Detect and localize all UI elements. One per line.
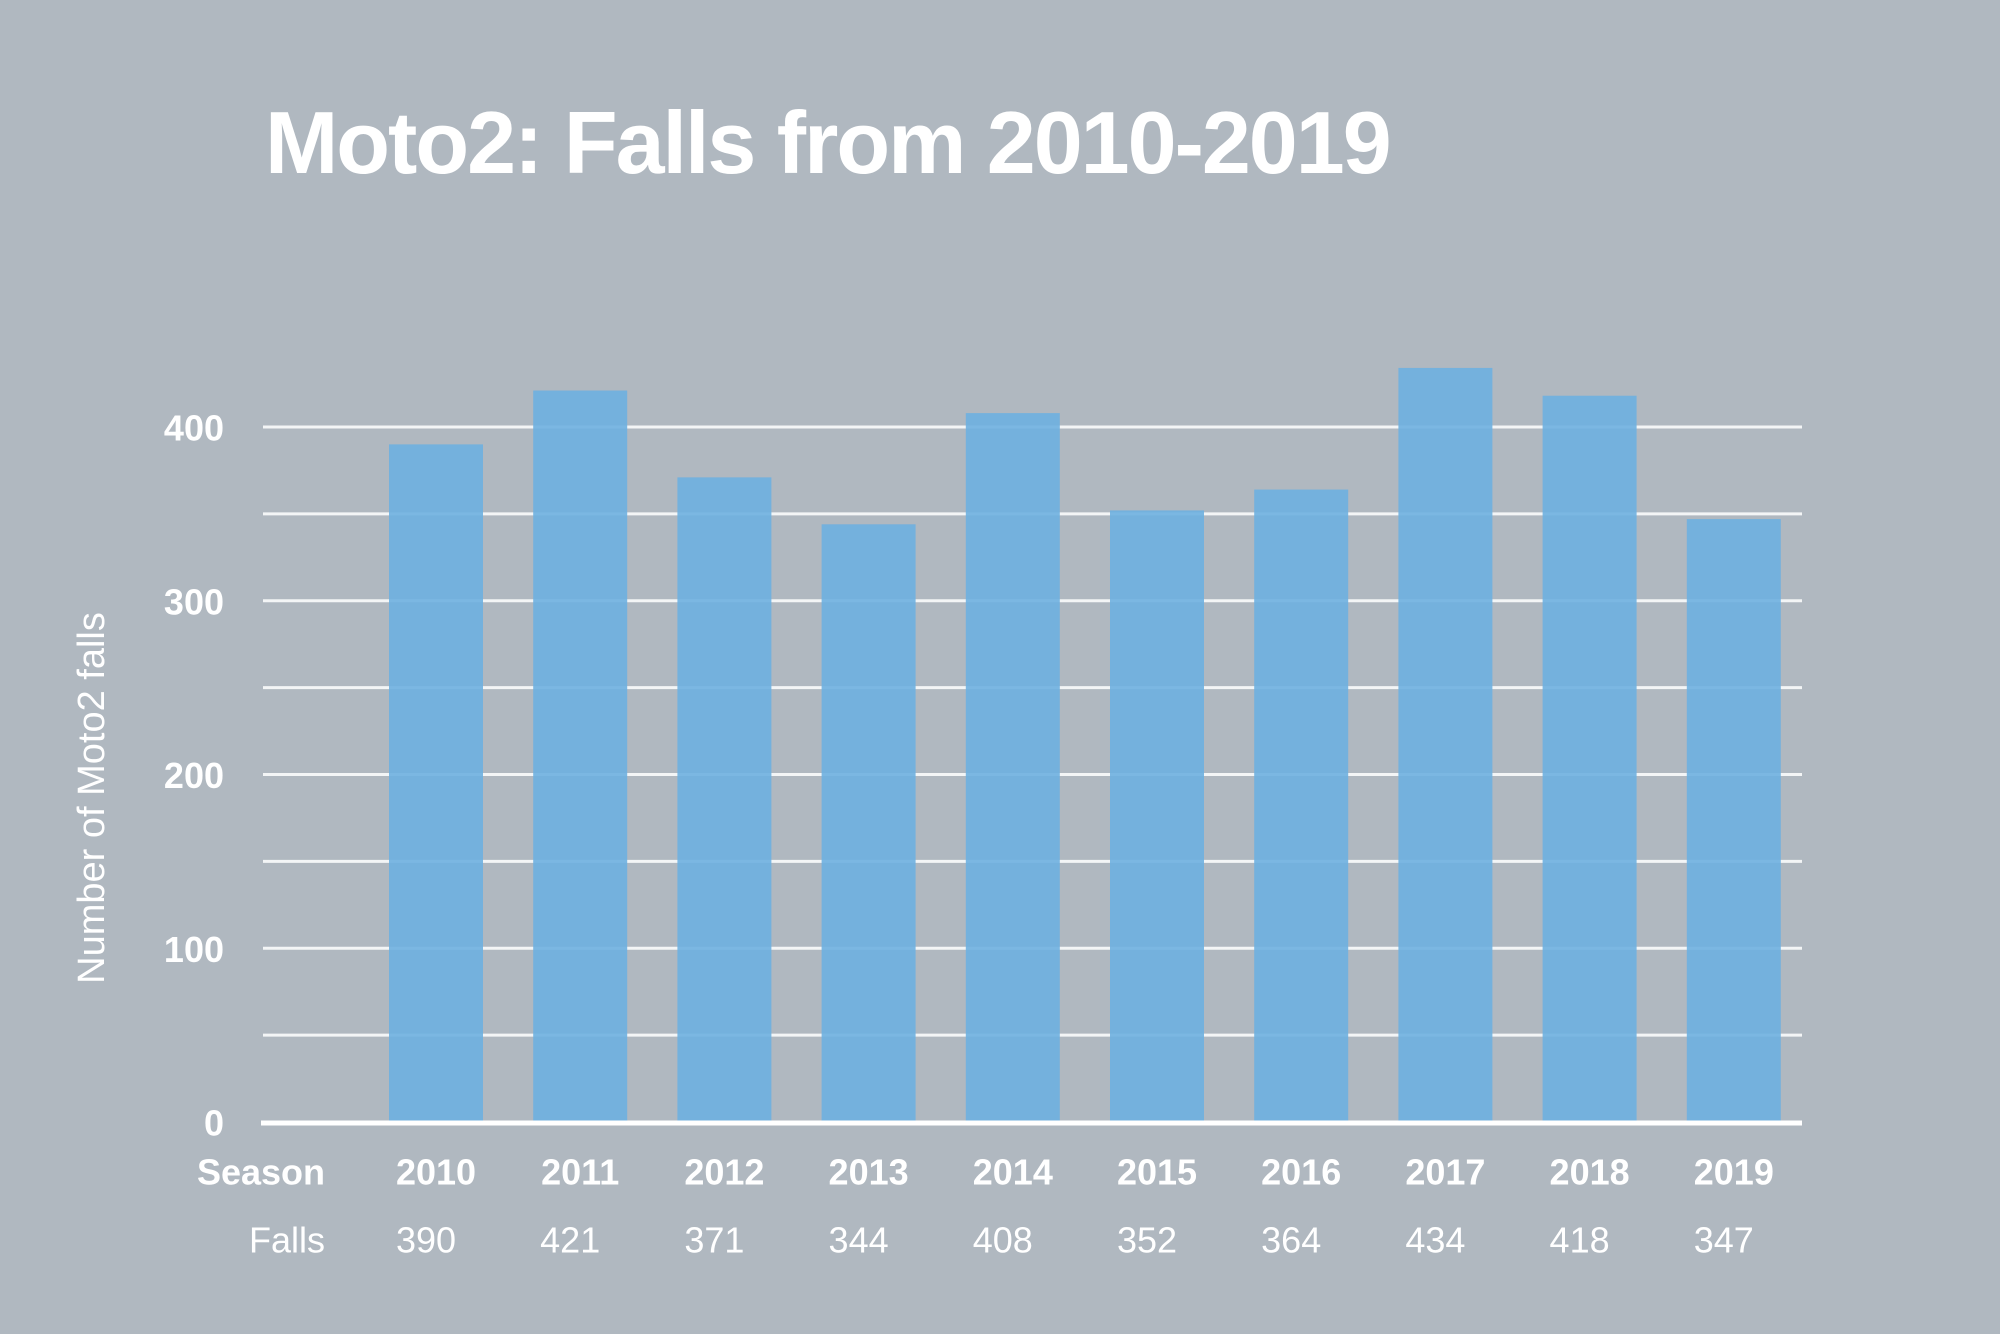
falls-row-label: Falls: [249, 1220, 325, 1261]
bar-2011: [533, 390, 628, 1122]
y-tick-label: 0: [204, 1103, 224, 1144]
bar-2015: [1110, 510, 1204, 1122]
bar-2016: [1254, 489, 1349, 1122]
falls-value-label: 347: [1694, 1220, 1754, 1261]
falls-value-label: 434: [1405, 1220, 1465, 1261]
falls-value-labels: 390 421 371 344 408 352 364 434 418 347: [396, 1220, 1754, 1261]
y-axis-label: Number of Moto2 falls: [71, 612, 113, 984]
chart-title: Moto2: Falls from 2010-2019: [265, 93, 1392, 192]
season-row-label: Season: [197, 1152, 325, 1193]
falls-value-label: 371: [684, 1220, 744, 1261]
bar-2013: [821, 524, 916, 1122]
falls-value-label: 352: [1117, 1220, 1177, 1261]
x-tick-label: 2015: [1117, 1152, 1197, 1193]
x-tick-label: 2017: [1405, 1152, 1485, 1193]
falls-value-label: 364: [1261, 1220, 1321, 1261]
falls-value-label: 408: [973, 1220, 1033, 1261]
x-tick-label: 2010: [396, 1152, 476, 1193]
x-tick-label: 2012: [684, 1152, 764, 1193]
falls-value-label: 421: [540, 1220, 600, 1261]
falls-value-label: 390: [396, 1220, 456, 1261]
bar-2012: [677, 477, 772, 1122]
y-tick-label: 100: [164, 929, 224, 970]
bars: [389, 367, 1781, 1123]
bar-2017: [1398, 367, 1493, 1122]
falls-value-label: 344: [829, 1220, 889, 1261]
y-tick-labels: 0 100 200 300 400: [164, 408, 224, 1144]
x-tick-label: 2018: [1550, 1152, 1630, 1193]
x-tick-label: 2011: [541, 1152, 619, 1193]
x-tick-label: 2014: [973, 1152, 1053, 1193]
x-tick-label: 2013: [829, 1152, 909, 1193]
bar-2018: [1542, 395, 1637, 1123]
bar-2010: [389, 444, 483, 1122]
y-tick-label: 300: [164, 581, 224, 622]
x-tick-label: 2019: [1694, 1152, 1774, 1193]
falls-value-label: 418: [1550, 1220, 1610, 1261]
x-tick-labels: 2010 2011 2012 2013 2014 2015 2016 2017 2018 2019: [396, 1152, 1774, 1193]
x-tick-label: 2016: [1261, 1152, 1341, 1193]
y-tick-label: 200: [164, 755, 224, 796]
bar-2019: [1686, 519, 1781, 1122]
y-tick-label: 400: [164, 408, 224, 449]
bar-2014: [965, 413, 1060, 1123]
